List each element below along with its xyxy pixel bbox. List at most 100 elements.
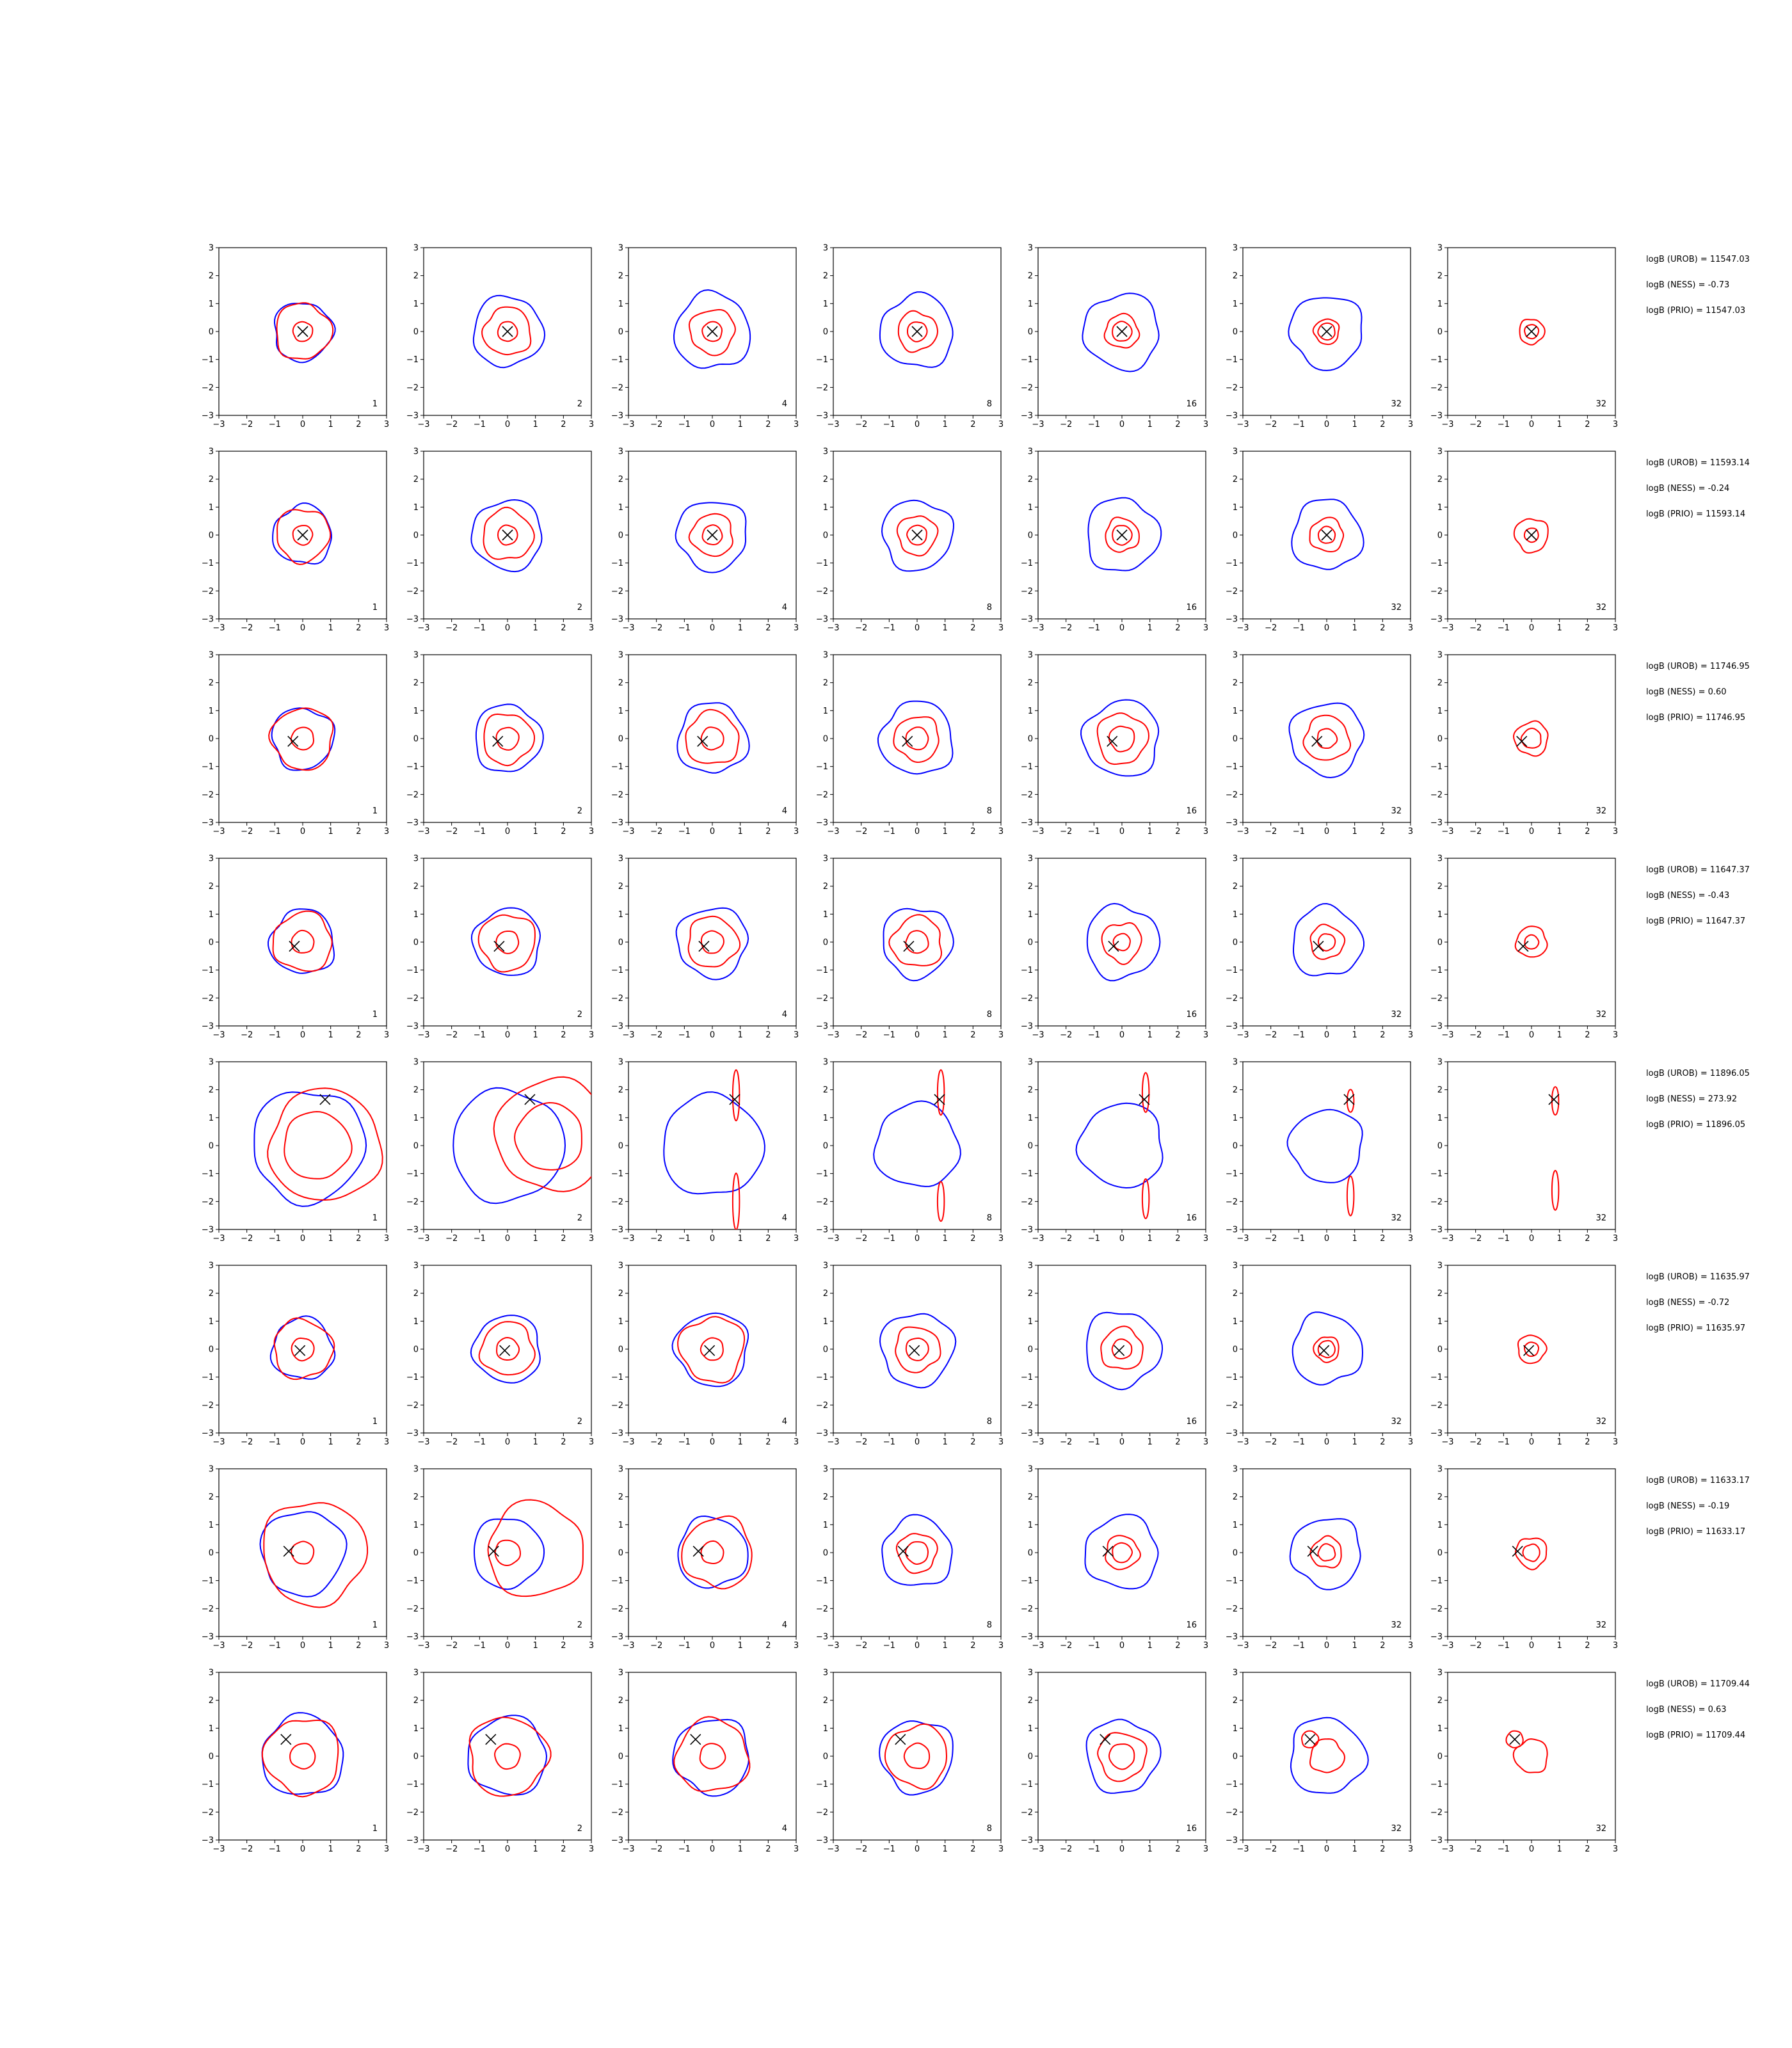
x-tick-label: 3: [589, 1437, 594, 1447]
y-tick-label: 2: [1233, 1696, 1238, 1706]
y-tick-label: −3: [611, 1022, 623, 1032]
true-value-marker: [1102, 1546, 1114, 1557]
contour-layer: [467, 1715, 552, 1797]
x-tick-label: −3: [212, 1437, 225, 1447]
y-tick-label: 3: [1233, 447, 1238, 457]
x-tick-label: −3: [212, 827, 225, 836]
y-tick-label: 3: [209, 651, 214, 660]
x-tick-label: −1: [883, 1234, 895, 1244]
x-tick-label: −2: [445, 623, 458, 633]
contour-layer: [879, 1720, 954, 1796]
x-tick-label: 1: [1352, 1030, 1357, 1040]
y-tick-label: −2: [611, 790, 623, 800]
true-value-marker: [1100, 1734, 1111, 1745]
y-tick-label: 0: [1233, 531, 1238, 541]
x-tick-label: 1: [1148, 1641, 1153, 1651]
panel-r5-c7: −3 −2 −1 0 1 2 3 −3 −2 −1 0 1 2 3 32: [1430, 1058, 1618, 1244]
panel-corner-label: 8: [987, 399, 992, 409]
x-tick-label: 0: [300, 623, 305, 633]
x-tick-label: −3: [1441, 1641, 1453, 1651]
red-contour: [1097, 1732, 1148, 1782]
x-tick-label: −3: [827, 420, 839, 429]
true-value-marker: [1523, 1345, 1535, 1356]
blue-contour: [1084, 1514, 1159, 1590]
x-tick-label: 3: [998, 1030, 1004, 1040]
y-tick-label: 0: [823, 1549, 828, 1558]
blue-contour: [676, 702, 750, 774]
y-tick-label: −3: [1021, 615, 1033, 625]
x-tick-label: −2: [855, 827, 867, 836]
y-tick-label: 1: [823, 1114, 828, 1123]
contour-layer: [879, 1313, 957, 1389]
panel-corner-label: 16: [1186, 1824, 1197, 1834]
x-tick-label: 3: [1203, 1641, 1208, 1651]
y-tick-label: 2: [209, 1492, 214, 1502]
y-tick-label: 2: [823, 1085, 828, 1095]
axes-frame: [1037, 1468, 1206, 1637]
panel-corner-label: 32: [1596, 399, 1606, 409]
y-tick-label: −2: [611, 1197, 623, 1207]
y-tick-label: 1: [413, 1521, 419, 1530]
x-tick-label: −2: [1265, 623, 1277, 633]
y-tick-label: 2: [823, 1492, 828, 1502]
true-value-marker: [1114, 1345, 1125, 1356]
x-tick-label: −2: [1469, 1641, 1482, 1651]
red-contour: [884, 1723, 948, 1790]
red-contour: [1105, 1535, 1141, 1571]
red-contour: [1551, 1086, 1560, 1116]
x-tick-label: −2: [241, 1030, 253, 1040]
panel-corner-label: 2: [577, 806, 582, 816]
axes-frame: [218, 858, 387, 1027]
y-tick-label: 3: [1233, 1261, 1238, 1271]
red-contour: [673, 1716, 751, 1792]
y-tick-label: 2: [1437, 475, 1443, 484]
x-tick-label: 0: [915, 420, 920, 429]
x-tick-label: 2: [1585, 1437, 1590, 1447]
x-tick-label: −3: [1441, 1234, 1453, 1244]
y-tick-label: 2: [209, 1289, 214, 1299]
y-tick-label: −3: [611, 615, 623, 625]
red-contour: [468, 1716, 552, 1797]
axes-frame: [628, 1061, 797, 1230]
x-tick-label: 1: [1557, 623, 1562, 633]
y-tick-label: 2: [413, 1696, 419, 1706]
y-tick-label: −3: [1226, 819, 1238, 828]
x-tick-label: 1: [738, 1234, 743, 1244]
true-value-marker: [492, 735, 504, 747]
red-contour: [273, 1317, 335, 1380]
x-tick-label: 0: [1529, 420, 1534, 429]
y-tick-label: −2: [1226, 1808, 1238, 1818]
y-tick-label: −1: [406, 1169, 419, 1179]
panel-r8-c7: −3 −2 −1 0 1 2 3 −3 −2 −1 0 1 2 3 32: [1430, 1668, 1618, 1855]
y-tick-label: 2: [413, 1085, 419, 1095]
x-tick-label: −2: [445, 420, 458, 429]
x-tick-label: −2: [650, 1030, 662, 1040]
red-contour: [267, 1087, 383, 1201]
y-tick-label: 3: [1437, 1058, 1443, 1068]
y-tick-label: 2: [618, 475, 623, 484]
panel-corner-label: 32: [1391, 1417, 1402, 1427]
y-tick-label: 1: [209, 707, 214, 716]
true-value-marker: [909, 1345, 920, 1356]
y-tick-label: 2: [413, 678, 419, 688]
x-tick-label: 3: [1203, 623, 1208, 633]
y-tick-label: 1: [1437, 503, 1443, 513]
y-tick-label: 0: [1028, 735, 1033, 744]
red-contour: [1514, 925, 1548, 958]
true-value-marker: [902, 735, 913, 747]
axes-frame: [1242, 1265, 1411, 1434]
y-tick-label: −3: [1430, 615, 1443, 625]
x-tick-label: −3: [1236, 1234, 1249, 1244]
panel-r6-c6: −3 −2 −1 0 1 2 3 −3 −2 −1 0 1 2 3 32: [1226, 1261, 1413, 1448]
red-contour: [1309, 1738, 1346, 1773]
true-value-marker: [1307, 1546, 1318, 1557]
blue-contour: [671, 1312, 749, 1388]
axes-frame: [423, 858, 592, 1027]
x-tick-label: −2: [855, 1844, 867, 1854]
y-tick-label: 0: [1437, 735, 1443, 744]
red-contour: [261, 1719, 339, 1798]
y-tick-label: 3: [1028, 651, 1033, 660]
y-tick-label: 3: [1437, 447, 1443, 457]
